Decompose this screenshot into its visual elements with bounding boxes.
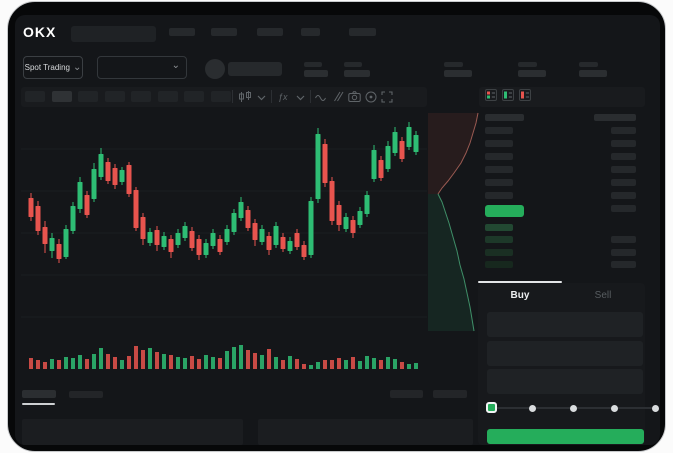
ask-row-amount xyxy=(611,192,636,199)
slider-stop-4[interactable] xyxy=(610,405,618,412)
token-avatar xyxy=(205,59,225,79)
orderbook-layout-both-icon[interactable] xyxy=(485,89,497,101)
ask-row-amount xyxy=(611,205,636,212)
order-form-field-2[interactable] xyxy=(487,341,643,366)
bottom-panel-left xyxy=(22,419,243,445)
bid-row-amount xyxy=(611,249,636,256)
indicators-fx-icon[interactable]: ƒx xyxy=(277,90,292,103)
last-price-indicator[interactable] xyxy=(485,205,524,217)
pair-name-placeholder xyxy=(228,62,282,76)
fullscreen-icon[interactable] xyxy=(381,91,393,103)
target-icon[interactable] xyxy=(365,91,377,103)
market-type-label: Spot Trading xyxy=(24,63,70,72)
stat-value-2 xyxy=(344,70,370,77)
bid-row-price[interactable] xyxy=(485,261,513,268)
timeframe-button-1[interactable] xyxy=(25,91,45,102)
slider-handle[interactable] xyxy=(485,402,497,413)
buy-submit-button[interactable] xyxy=(487,429,644,444)
orderbook-column-header-1 xyxy=(485,114,524,121)
bottom-tab-1[interactable] xyxy=(22,390,56,398)
chevron-down-icon[interactable] xyxy=(296,95,305,101)
bid-row-price[interactable] xyxy=(485,224,513,231)
nav-item-1[interactable] xyxy=(169,28,195,36)
active-bottom-tab-indicator xyxy=(22,403,55,405)
tab-sell[interactable]: Sell xyxy=(594,289,612,301)
toolbar-divider xyxy=(232,90,233,103)
depth-chart xyxy=(428,112,479,332)
nav-item-4[interactable] xyxy=(301,28,320,36)
pair-selector-dropdown[interactable]: ⌄ xyxy=(97,56,187,79)
timeframe-button-3[interactable] xyxy=(78,91,98,102)
chevron-down-icon: ⌄ xyxy=(171,60,180,71)
market-type-dropdown[interactable]: Spot Trading ⌄ xyxy=(23,56,83,79)
toolbar-divider xyxy=(271,90,272,103)
device-frame: OKX Spot Trading ⌄ ⌄ xyxy=(7,1,666,452)
stat-value-4 xyxy=(518,70,546,77)
app-window: OKX Spot Trading ⌄ ⌄ xyxy=(15,15,660,445)
timeframe-button-8[interactable] xyxy=(211,91,231,102)
ask-row-amount xyxy=(611,127,636,134)
stat-value-3 xyxy=(444,70,472,77)
bid-row-price[interactable] xyxy=(485,236,513,243)
tab-buy[interactable]: Buy xyxy=(510,289,530,301)
chevron-down-icon[interactable] xyxy=(257,95,266,101)
slider-stop-3[interactable] xyxy=(569,405,577,412)
stat-value-5 xyxy=(579,70,607,77)
ask-row-price[interactable] xyxy=(485,140,513,147)
slider-stop-2[interactable] xyxy=(528,405,536,412)
bottom-action-1[interactable] xyxy=(390,390,423,398)
stat-label-5 xyxy=(579,62,598,67)
orderbook-toolbar xyxy=(479,87,645,107)
toolbar-divider xyxy=(310,90,311,103)
nav-item-2[interactable] xyxy=(211,28,237,36)
header-placeholder-bar xyxy=(71,26,156,42)
ask-row-price[interactable] xyxy=(485,127,513,134)
bid-row-amount xyxy=(611,236,636,243)
camera-icon[interactable] xyxy=(348,91,361,102)
ask-row-amount xyxy=(611,179,636,186)
nav-item-5[interactable] xyxy=(349,28,376,36)
timeframe-button-6[interactable] xyxy=(158,91,178,102)
stat-label-2 xyxy=(344,62,362,67)
okx-logo: OKX xyxy=(23,24,57,40)
bid-row-price[interactable] xyxy=(485,249,513,256)
timeframe-button-5[interactable] xyxy=(131,91,151,102)
ask-row-price[interactable] xyxy=(485,166,513,173)
bottom-panel-right xyxy=(258,419,473,445)
stat-label-3 xyxy=(444,62,463,67)
ask-row-amount xyxy=(611,140,636,147)
bid-row-amount xyxy=(611,261,636,268)
chevron-down-icon: ⌄ xyxy=(72,61,82,73)
slider-stop-5[interactable] xyxy=(651,405,659,412)
order-form-field-3[interactable] xyxy=(487,369,643,394)
orderbook-layout-bids-icon[interactable] xyxy=(502,89,514,101)
svg-text:ƒx: ƒx xyxy=(278,92,288,102)
bottom-tab-2[interactable] xyxy=(69,391,103,398)
active-tab-indicator xyxy=(478,281,562,283)
timeframe-button-2[interactable] xyxy=(52,91,72,102)
stat-value-1 xyxy=(304,70,328,77)
ask-row-amount xyxy=(611,153,636,160)
ask-row-price[interactable] xyxy=(485,153,513,160)
order-form-field-1[interactable] xyxy=(487,312,643,337)
parallel-channel-icon[interactable] xyxy=(332,91,344,102)
line-tool-icon[interactable] xyxy=(315,92,327,102)
stat-label-4 xyxy=(518,62,537,67)
ask-row-price[interactable] xyxy=(485,192,513,199)
stat-label-1 xyxy=(304,62,322,67)
orderbook-layout-asks-icon[interactable] xyxy=(519,89,531,101)
orderbook-column-header-2 xyxy=(594,114,636,121)
timeframe-button-7[interactable] xyxy=(184,91,204,102)
timeframe-button-4[interactable] xyxy=(105,91,125,102)
ask-row-amount xyxy=(611,166,636,173)
chart-type-candles-icon[interactable] xyxy=(238,91,252,103)
candlestick-chart[interactable] xyxy=(21,109,427,375)
ask-row-price[interactable] xyxy=(485,179,513,186)
nav-item-3[interactable] xyxy=(257,28,283,36)
bottom-action-2[interactable] xyxy=(433,390,467,398)
